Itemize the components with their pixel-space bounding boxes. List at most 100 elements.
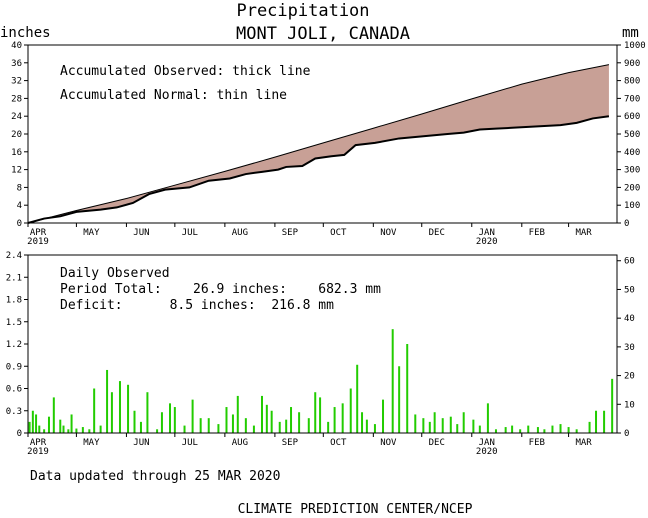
right-tick-label: 40 — [624, 314, 635, 324]
data-updated-text: Data updated through 25 MAR 2020 — [30, 469, 280, 484]
daily-bar — [81, 427, 84, 433]
left-tick-label: 2.4 — [6, 251, 22, 261]
daily-bar — [244, 418, 247, 433]
month-tick-label: JUN — [133, 438, 149, 448]
daily-bar — [110, 392, 113, 433]
month-tick-label: DEC — [429, 228, 445, 238]
daily-bar — [314, 392, 317, 433]
daily-bar — [298, 412, 301, 433]
daily-bar — [511, 425, 514, 433]
daily-bar — [133, 410, 136, 433]
daily-bar — [217, 424, 220, 433]
right-tick-label: 200 — [624, 183, 640, 193]
daily-left-axis: 0 0.3 0.6 0.9 1.2 1.5 1.8 2.1 2.4 — [6, 251, 28, 439]
month-tick-label: JUL — [182, 438, 198, 448]
daily-bar — [441, 418, 444, 433]
month-tick-label: MAR — [575, 228, 592, 238]
daily-bar — [252, 425, 255, 433]
observed-legend-note: Accumulated Observed: thick line — [60, 64, 311, 79]
right-tick-label: 600 — [624, 112, 640, 122]
daily-bar — [231, 414, 234, 433]
daily-bar — [75, 428, 78, 433]
daily-bar — [456, 424, 459, 433]
daily-bar — [391, 329, 394, 433]
daily-bar — [611, 378, 614, 433]
right-tick-label: 60 — [624, 257, 635, 267]
observed-accumulated-line — [27, 115, 610, 224]
daily-bar — [191, 399, 194, 433]
left-tick-label: 0 — [17, 219, 22, 229]
daily-bar — [47, 416, 50, 433]
daily-bar — [28, 421, 31, 433]
daily-bar — [67, 429, 70, 433]
right-tick-label: 700 — [624, 94, 640, 104]
daily-bar — [422, 418, 425, 433]
month-tick-label: JUN — [133, 228, 149, 238]
month-tick-label: APR — [30, 438, 47, 448]
accumulated-left-axis: 0 4 8 12 16 20 24 28 32 36 40 — [11, 41, 28, 229]
daily-bar — [225, 407, 228, 433]
left-tick-label: 1.2 — [6, 340, 22, 350]
daily-bar — [160, 412, 163, 433]
left-tick-label: 16 — [11, 148, 22, 158]
daily-bar — [486, 403, 489, 433]
daily-bar — [478, 425, 481, 433]
daily-bar — [398, 366, 401, 433]
daily-bar — [236, 395, 239, 433]
daily-bar — [139, 421, 142, 433]
year-label: 2020 — [476, 237, 498, 247]
daily-bar — [504, 427, 507, 433]
daily-month-axis: APR MAY JUN JUL AUG SEP OCT NOV DEC JAN FEB MAR 2019… — [27, 433, 592, 457]
daily-bar — [341, 403, 344, 433]
daily-bar — [406, 344, 409, 433]
daily-bar — [99, 425, 102, 433]
month-tick-label: JAN — [479, 438, 495, 448]
daily-bar — [118, 381, 121, 433]
month-tick-label: SEP — [282, 438, 299, 448]
accumulated-panel: Accumulated Observed: thick line Accumul… — [11, 41, 646, 247]
daily-bar — [183, 425, 186, 433]
daily-bar — [146, 392, 149, 433]
right-tick-label: 1000 — [624, 41, 646, 51]
daily-bar — [265, 404, 268, 433]
daily-panel: Daily Observed Period Total: 26.9 inches… — [6, 251, 635, 457]
left-tick-label: 4 — [17, 201, 22, 211]
daily-bar — [207, 418, 210, 433]
month-tick-label: FEB — [529, 438, 545, 448]
year-label: 2019 — [27, 447, 49, 457]
daily-bar — [472, 419, 475, 433]
month-tick-label: MAR — [575, 438, 592, 448]
daily-bar — [494, 429, 497, 433]
daily-observed-label: Daily Observed — [60, 266, 170, 281]
daily-bar — [349, 388, 352, 433]
month-tick-label: AUG — [232, 228, 248, 238]
daily-bar — [169, 403, 172, 433]
left-tick-label: 0 — [17, 429, 22, 439]
deficit-area — [28, 64, 609, 223]
month-tick-label: OCT — [330, 438, 347, 448]
month-tick-label: AUG — [232, 438, 248, 448]
month-tick-label: DEC — [429, 438, 445, 448]
right-tick-label: 500 — [624, 130, 640, 140]
deficit-fill — [28, 64, 609, 223]
right-tick-label: 0 — [624, 429, 629, 439]
right-tick-label: 100 — [624, 201, 640, 211]
credit-text: CLIMATE PREDICTION CENTER/NCEP — [238, 502, 473, 517]
left-tick-label: 20 — [11, 130, 22, 140]
daily-bar — [462, 412, 465, 433]
right-tick-label: 400 — [624, 148, 640, 158]
month-tick-label: APR — [30, 228, 47, 238]
daily-bar — [365, 419, 368, 433]
right-tick-label: 0 — [624, 219, 629, 229]
daily-bar — [527, 425, 530, 433]
daily-bar — [319, 397, 322, 433]
daily-bar — [270, 410, 273, 433]
normal-legend-note: Accumulated Normal: thin line — [60, 88, 287, 103]
month-tick-label: NOV — [380, 228, 397, 238]
daily-bar — [173, 407, 176, 433]
left-tick-label: 2.1 — [6, 273, 22, 283]
left-unit-label: inches — [0, 25, 51, 41]
right-tick-label: 30 — [624, 343, 635, 353]
right-tick-label: 800 — [624, 77, 640, 87]
